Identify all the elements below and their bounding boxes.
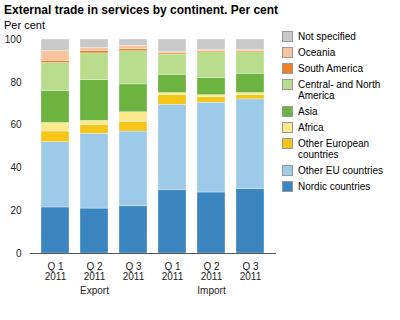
html-text:Not specified: Not specified <box>298 31 356 42</box>
html-text:Other EU countries: Other EU countries <box>298 165 383 176</box>
svg-text:Q 12011: Q 12011 <box>162 261 184 282</box>
svg-text:Q 22011: Q 22011 <box>84 261 106 282</box>
svg-text:Export: Export <box>80 285 109 296</box>
svg-text:Q 32011: Q 32011 <box>240 261 262 282</box>
html-text:Central- and North America: Central- and North America <box>298 79 381 101</box>
svg-text:0: 0 <box>16 248 22 259</box>
html-text:Nordic countries: Nordic countries <box>298 181 371 192</box>
html-text:Africa: Africa <box>298 122 324 133</box>
svg-text:20: 20 <box>10 205 22 216</box>
svg-text:Q 12011: Q 12011 <box>45 261 67 282</box>
svg-text:40: 40 <box>10 162 22 173</box>
html-text:Per cent: Per cent <box>4 19 45 31</box>
svg-text:Q 22011: Q 22011 <box>201 261 223 282</box>
svg-text:80: 80 <box>10 77 22 88</box>
svg-text:60: 60 <box>10 119 22 130</box>
html-text:Asia: Asia <box>298 106 318 117</box>
svg-text:Q 32011: Q 32011 <box>123 261 145 282</box>
html-text:External trade in services by: External trade in services by continent.… <box>4 3 279 17</box>
html-text:South America: South America <box>298 63 363 74</box>
svg-text:100: 100 <box>5 34 22 45</box>
svg-text:Import: Import <box>197 285 226 296</box>
html-text:Oceania: Oceania <box>298 47 336 58</box>
html-text:Other European countries: Other European countries <box>298 138 370 160</box>
